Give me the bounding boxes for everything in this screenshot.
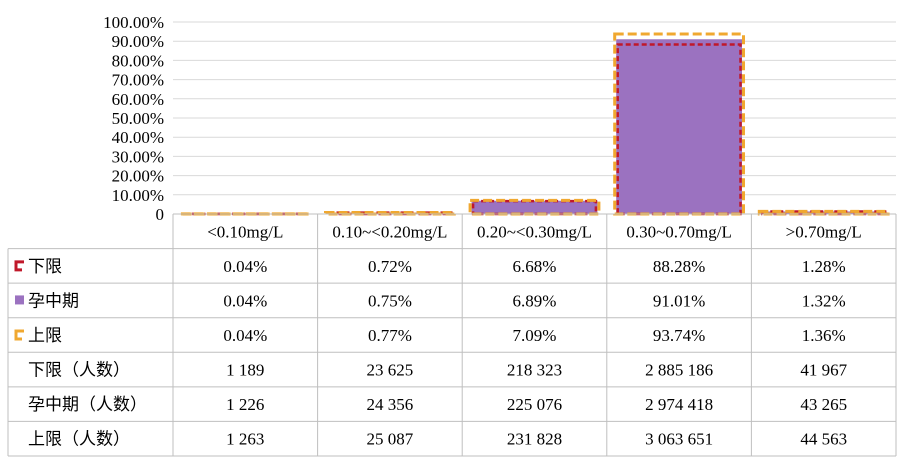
y-axis: 100.00%90.00%80.00%70.00%60.00%50.00%40.… bbox=[103, 13, 164, 224]
row-label: 上限 bbox=[28, 326, 62, 346]
count-value: 231 828 bbox=[507, 430, 562, 449]
data-label: 6.68% bbox=[513, 257, 557, 276]
category-label: <0.10mg/L bbox=[207, 222, 283, 241]
y-tick-label: 40.00% bbox=[112, 128, 164, 147]
row-label: 孕中期（人数） bbox=[28, 395, 147, 415]
data-label: 0.77% bbox=[368, 326, 412, 345]
data-label: 0.72% bbox=[368, 257, 412, 276]
legend-key bbox=[15, 295, 24, 305]
count-value: 24 356 bbox=[367, 395, 414, 414]
y-tick-label: 0 bbox=[156, 205, 165, 224]
y-tick-label: 90.00% bbox=[112, 32, 164, 51]
legend-key bbox=[14, 260, 24, 272]
category-label: >0.70mg/L bbox=[786, 222, 862, 241]
bar-outline-下限 bbox=[471, 199, 598, 216]
bar-outline-上限 bbox=[323, 211, 456, 216]
y-tick-label: 50.00% bbox=[112, 109, 164, 128]
count-value: 25 087 bbox=[367, 430, 414, 449]
data-label: 6.89% bbox=[513, 291, 557, 310]
row-label: 孕中期 bbox=[28, 291, 79, 311]
count-value: 218 323 bbox=[507, 361, 562, 380]
legend-key bbox=[14, 329, 24, 341]
count-value: 1 226 bbox=[226, 395, 264, 414]
count-value: 1 189 bbox=[226, 361, 264, 380]
data-label: 0.04% bbox=[223, 326, 267, 345]
y-tick-label: 60.00% bbox=[112, 90, 164, 109]
row-label: 上限（人数） bbox=[28, 430, 130, 450]
bar-outline-上限 bbox=[468, 198, 601, 216]
data-label: 91.01% bbox=[653, 291, 705, 310]
data-label: 1.32% bbox=[802, 291, 846, 310]
count-value: 23 625 bbox=[367, 361, 414, 380]
count-value: 2 885 186 bbox=[645, 361, 713, 380]
gridlines bbox=[173, 21, 896, 196]
count-value: 2 974 418 bbox=[645, 395, 713, 414]
data-label: 7.09% bbox=[513, 326, 557, 345]
y-tick-label: 70.00% bbox=[112, 71, 164, 90]
category-label: 0.20~<0.30mg/L bbox=[477, 222, 592, 241]
count-value: 41 967 bbox=[800, 361, 847, 380]
data-label: 0.04% bbox=[223, 291, 267, 310]
count-value: 1 263 bbox=[226, 430, 264, 449]
y-tick-label: 10.00% bbox=[112, 186, 164, 205]
count-value: 43 265 bbox=[800, 395, 847, 414]
count-value: 3 063 651 bbox=[645, 430, 713, 449]
count-value: 225 076 bbox=[507, 395, 562, 414]
count-value: 44 563 bbox=[800, 430, 847, 449]
data-table: <0.10mg/L 0.10~<0.20mg/L 0.20~<0.30mg/L 0.3… bbox=[7, 213, 897, 457]
y-tick-label: 100.00% bbox=[103, 13, 164, 32]
bars bbox=[179, 32, 890, 216]
data-label: 1.36% bbox=[802, 326, 846, 345]
category-label: 0.10~<0.20mg/L bbox=[332, 222, 447, 241]
bar-孕中期 bbox=[471, 200, 598, 214]
bar-outline-上限 bbox=[613, 32, 746, 216]
data-label: 1.28% bbox=[802, 257, 846, 276]
data-label: 93.74% bbox=[653, 326, 705, 345]
y-tick-label: 30.00% bbox=[112, 147, 164, 166]
row-label: 下限 bbox=[28, 257, 62, 277]
data-label: 88.28% bbox=[653, 257, 705, 276]
category-label: 0.30~0.70mg/L bbox=[626, 222, 732, 241]
bar-孕中期 bbox=[616, 39, 743, 214]
y-tick-label: 20.00% bbox=[112, 167, 164, 186]
data-label: 0.75% bbox=[368, 291, 412, 310]
data-label: 0.04% bbox=[223, 257, 267, 276]
row-label: 下限（人数） bbox=[28, 361, 130, 381]
y-tick-label: 80.00% bbox=[112, 51, 164, 70]
